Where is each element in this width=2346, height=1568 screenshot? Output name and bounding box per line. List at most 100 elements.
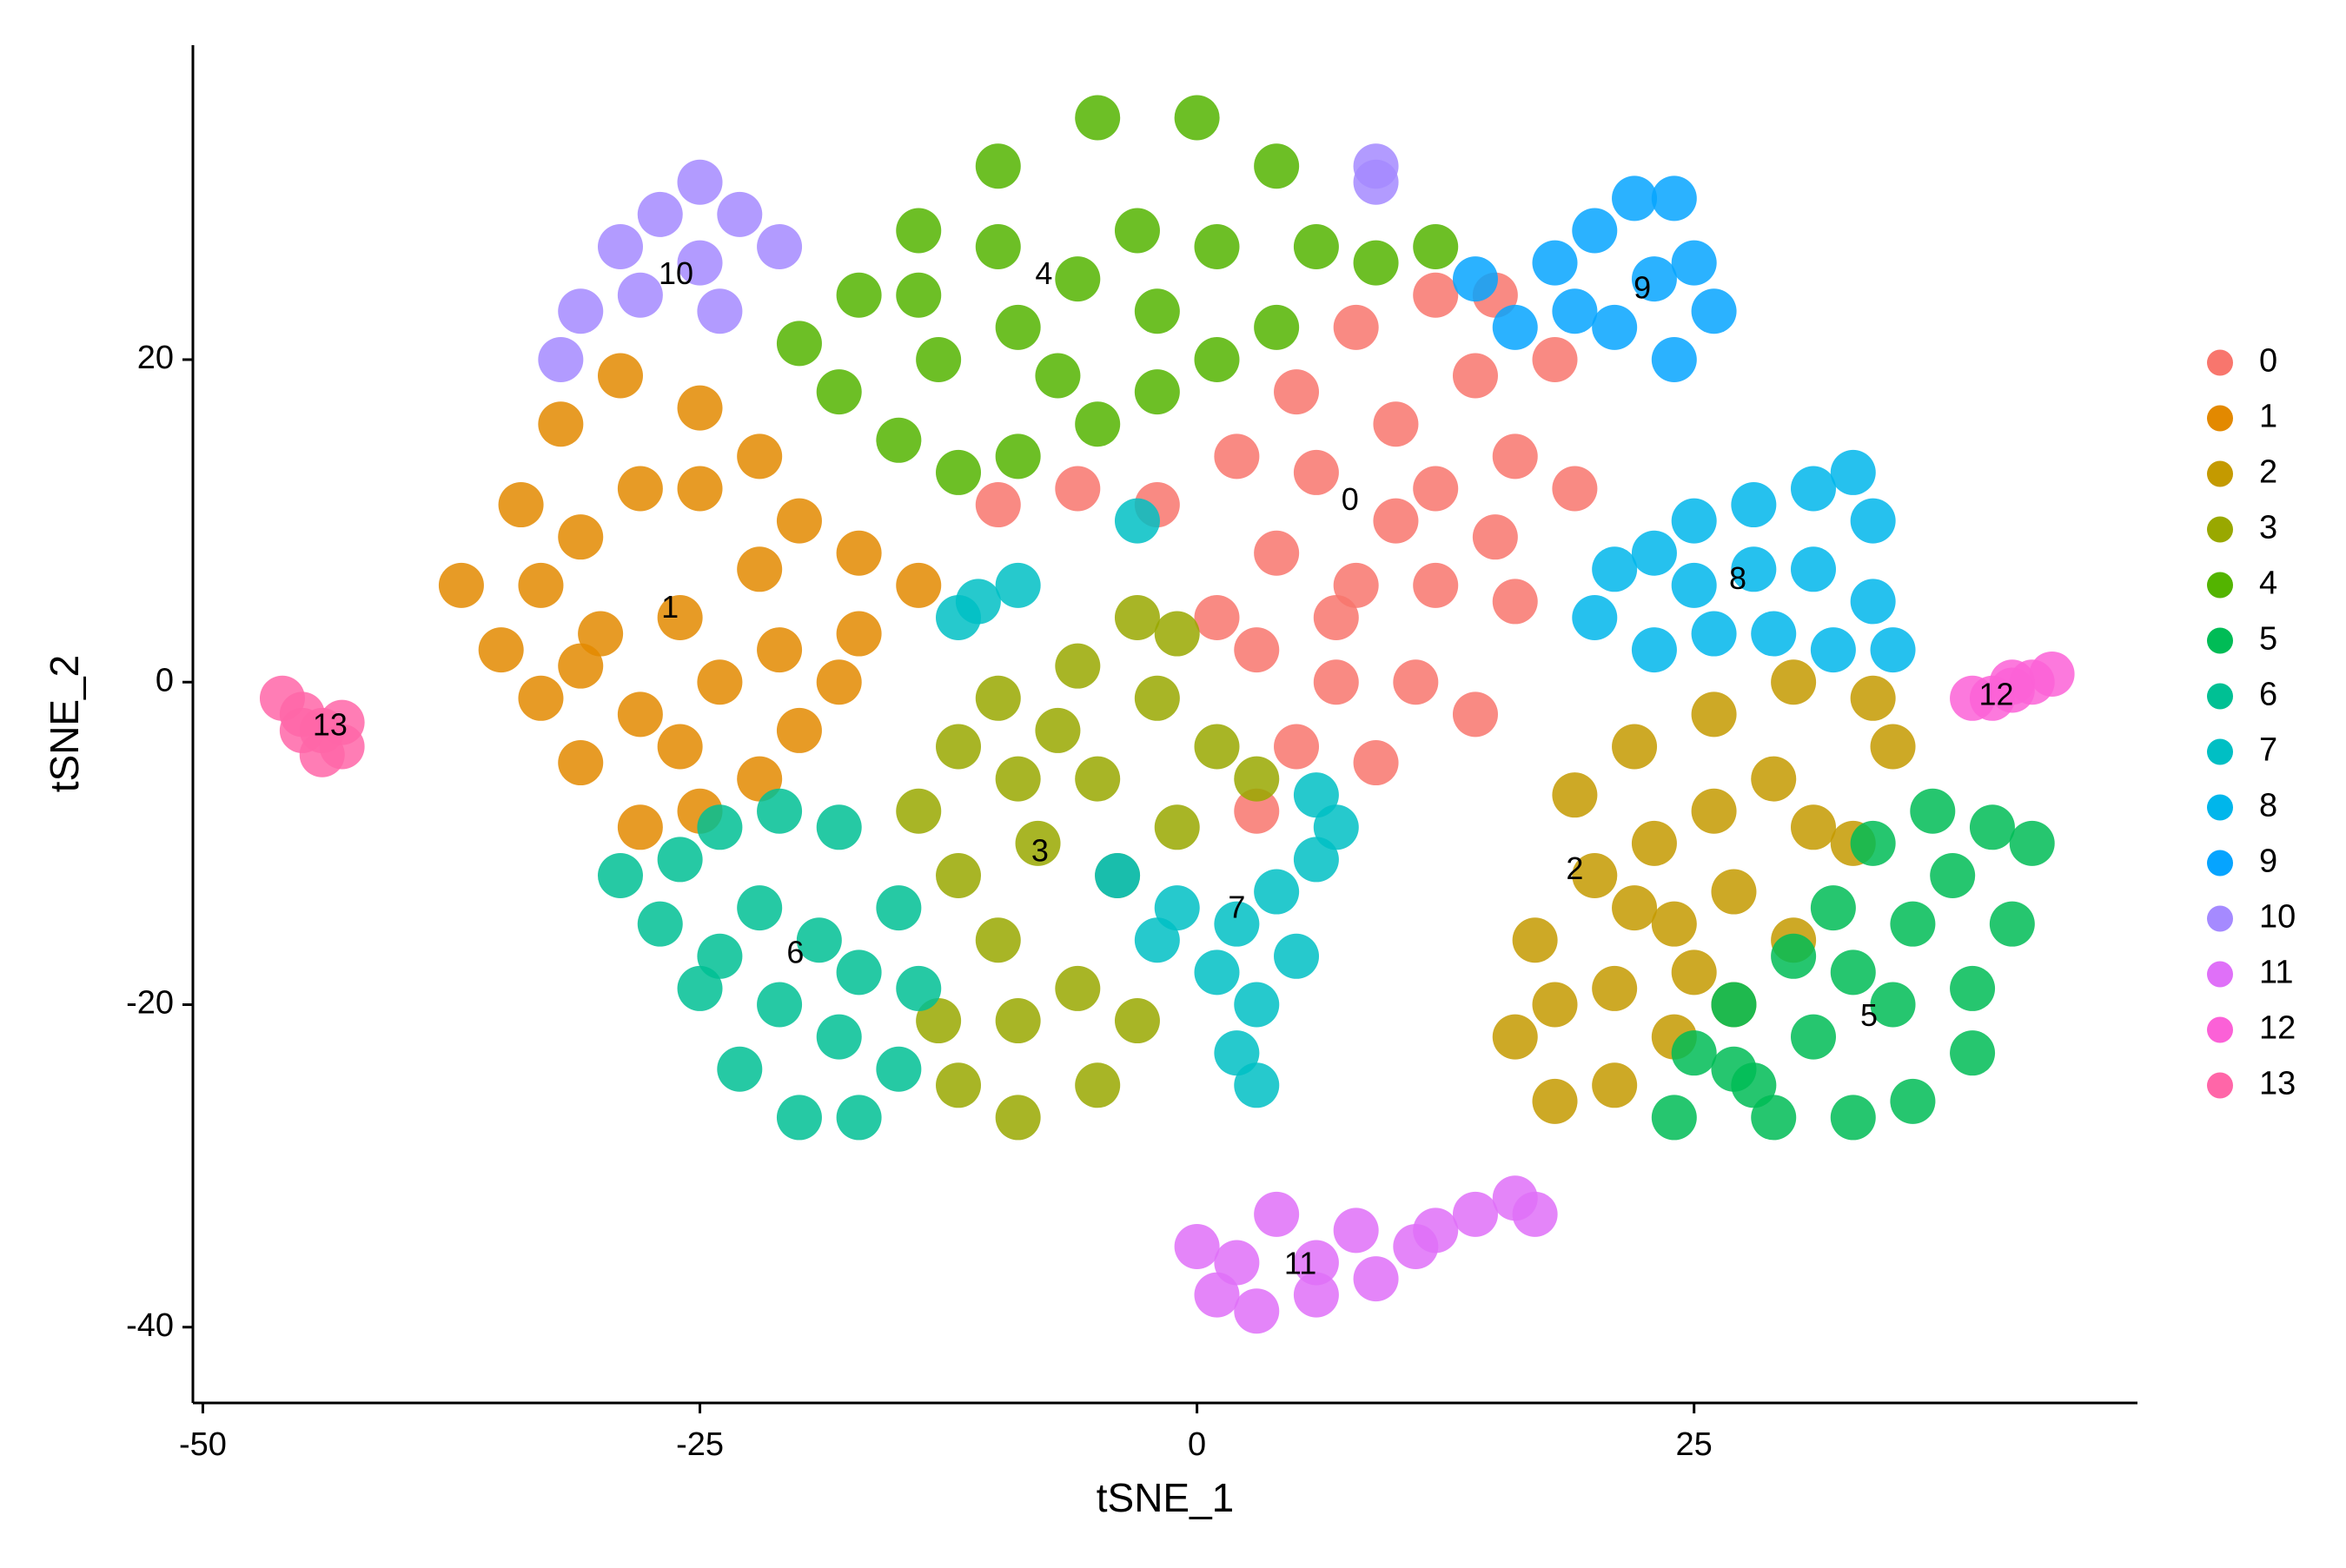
point xyxy=(1572,852,1618,898)
point xyxy=(1791,804,1836,850)
point xyxy=(1413,466,1459,512)
point xyxy=(1234,1288,1280,1334)
point xyxy=(1254,304,1300,350)
point xyxy=(1234,1062,1280,1108)
point xyxy=(1910,788,1956,834)
point xyxy=(1075,401,1121,447)
point xyxy=(677,385,723,431)
point xyxy=(1055,466,1101,512)
point xyxy=(1055,643,1101,689)
point xyxy=(697,288,743,334)
point xyxy=(1850,675,1896,721)
point xyxy=(975,143,1021,189)
point xyxy=(896,562,942,608)
point xyxy=(1731,1062,1777,1108)
point xyxy=(1114,498,1160,544)
point xyxy=(1095,852,1141,898)
point xyxy=(657,837,703,883)
point xyxy=(737,756,783,802)
point xyxy=(1492,1014,1538,1060)
point xyxy=(816,659,862,705)
point xyxy=(1393,659,1439,705)
point xyxy=(776,321,822,367)
x-axis-title: tSNE_1 xyxy=(1097,1475,1235,1520)
legend-label: 0 xyxy=(2259,343,2277,380)
point xyxy=(737,885,783,931)
point xyxy=(1671,1030,1717,1076)
point xyxy=(1194,724,1240,770)
x-tick-label: -50 xyxy=(179,1426,227,1463)
legend-label: 3 xyxy=(2259,510,2277,546)
point xyxy=(558,643,604,689)
point xyxy=(1293,224,1339,270)
point xyxy=(836,272,882,318)
point xyxy=(1254,869,1300,915)
point xyxy=(1114,208,1160,254)
point xyxy=(836,530,882,576)
point xyxy=(1353,143,1399,189)
point xyxy=(478,627,524,673)
cluster-label: 11 xyxy=(1284,1246,1316,1281)
point xyxy=(1989,659,2035,705)
point xyxy=(657,724,703,770)
point xyxy=(1333,304,1379,350)
legend-swatch xyxy=(2207,738,2233,765)
point xyxy=(1234,788,1280,834)
legend-label: 9 xyxy=(2259,844,2277,880)
point xyxy=(1850,579,1896,625)
point xyxy=(1313,594,1359,640)
point xyxy=(1134,675,1180,721)
point xyxy=(1452,1191,1498,1237)
point xyxy=(896,965,942,1011)
point xyxy=(1631,627,1677,673)
point xyxy=(995,433,1041,480)
point xyxy=(1572,594,1618,640)
cluster-points xyxy=(597,788,942,1141)
point xyxy=(1194,1272,1240,1318)
point xyxy=(737,433,783,480)
point xyxy=(1194,594,1240,640)
point xyxy=(1055,965,1101,1011)
point xyxy=(1413,224,1459,270)
point xyxy=(2029,651,2075,697)
legend-swatch xyxy=(2207,460,2233,487)
point xyxy=(1413,272,1459,318)
point xyxy=(1075,1062,1121,1108)
point xyxy=(995,756,1041,802)
point xyxy=(2009,820,2055,866)
point xyxy=(757,627,803,673)
point xyxy=(1313,804,1359,850)
point xyxy=(597,224,643,270)
point xyxy=(1691,691,1737,738)
point xyxy=(1711,869,1757,915)
point xyxy=(1254,530,1300,576)
y-tick-label: -20 xyxy=(126,985,174,1022)
point xyxy=(677,159,723,205)
point xyxy=(1751,756,1797,802)
x-tick-label: 0 xyxy=(1188,1426,1206,1463)
point xyxy=(1274,724,1320,770)
point xyxy=(757,982,803,1028)
point xyxy=(1254,1191,1300,1237)
y-axis-title: tSNE_2 xyxy=(42,655,87,793)
point xyxy=(1075,95,1121,141)
point xyxy=(1452,256,1498,302)
cluster-label: 12 xyxy=(1979,676,2014,711)
point xyxy=(697,804,743,850)
y-tick-label: 20 xyxy=(137,340,174,376)
point xyxy=(1134,369,1180,415)
point xyxy=(995,1095,1041,1141)
point xyxy=(1671,949,1717,996)
point xyxy=(1671,498,1717,544)
point xyxy=(1055,256,1101,302)
point xyxy=(816,804,862,850)
point xyxy=(1015,820,1061,866)
legend-swatch xyxy=(2207,516,2233,543)
cluster-label: 3 xyxy=(1031,833,1049,869)
point xyxy=(995,998,1041,1044)
y-tick-label: 0 xyxy=(156,662,174,698)
cluster-points xyxy=(975,272,1598,834)
point xyxy=(816,1014,862,1060)
legend-label: 13 xyxy=(2259,1066,2296,1102)
